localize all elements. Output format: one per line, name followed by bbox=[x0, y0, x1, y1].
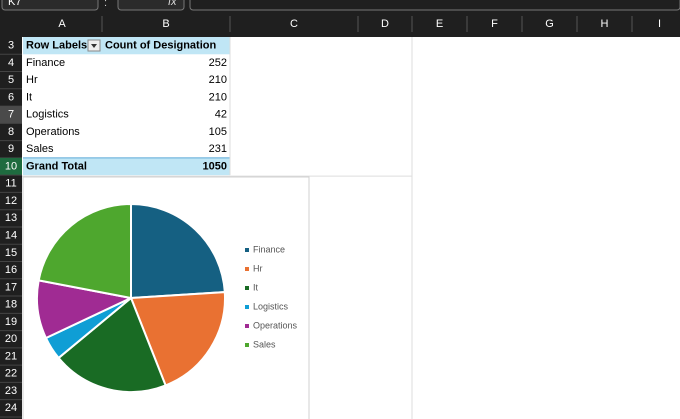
row-label: Hr bbox=[26, 74, 38, 86]
pie-slice bbox=[130, 202, 226, 300]
legend-swatch bbox=[245, 343, 249, 347]
formula-input[interactable] bbox=[189, 0, 680, 11]
row-header[interactable]: 17 bbox=[5, 281, 17, 293]
pie-slice bbox=[129, 291, 226, 387]
row-header[interactable]: 9 bbox=[8, 143, 14, 155]
column-header[interactable]: H bbox=[601, 18, 609, 30]
row-label: Logistics bbox=[26, 109, 69, 121]
row-header[interactable]: 16 bbox=[5, 264, 17, 276]
row-header[interactable]: 8 bbox=[8, 126, 14, 138]
row-header[interactable]: 18 bbox=[5, 299, 17, 311]
row-value: 105 bbox=[209, 126, 227, 138]
legend-label: Sales bbox=[253, 339, 276, 349]
column-header[interactable]: I bbox=[658, 18, 661, 30]
formula-buttons bbox=[117, 0, 185, 11]
row-header[interactable]: 3 bbox=[8, 40, 14, 52]
header-gap bbox=[0, 34, 680, 37]
row-label: It bbox=[26, 91, 32, 103]
row-header[interactable]: 7 bbox=[8, 109, 14, 121]
pivot-header-bg bbox=[23, 37, 230, 55]
row-header[interactable]: 13 bbox=[5, 212, 17, 224]
row-label: Operations bbox=[26, 126, 80, 138]
row-header[interactable]: 11 bbox=[5, 178, 16, 190]
row-value: 231 bbox=[209, 143, 227, 155]
row-header[interactable]: 12 bbox=[5, 195, 17, 207]
column-header[interactable]: B bbox=[162, 18, 169, 30]
legend-swatch bbox=[245, 248, 249, 252]
pivot-header: Count of Designation bbox=[105, 40, 216, 52]
legend-label: It bbox=[253, 282, 259, 292]
row-header[interactable]: 19 bbox=[5, 316, 17, 328]
row-header[interactable]: 14 bbox=[5, 230, 17, 242]
column-header[interactable]: G bbox=[545, 18, 554, 30]
legend-label: Operations bbox=[253, 320, 298, 330]
total-bg bbox=[23, 157, 230, 176]
legend-swatch bbox=[245, 267, 249, 271]
total-value: 1050 bbox=[203, 160, 227, 172]
row-header[interactable]: 15 bbox=[5, 247, 17, 259]
column-header[interactable]: D bbox=[381, 18, 389, 30]
row-header-highlight bbox=[0, 106, 22, 124]
row-header[interactable]: 5 bbox=[8, 74, 14, 86]
row-value: 42 bbox=[215, 109, 227, 121]
column-header[interactable]: F bbox=[491, 18, 498, 30]
column-header[interactable]: C bbox=[290, 18, 298, 30]
column-header[interactable]: E bbox=[436, 18, 443, 30]
column-header[interactable]: A bbox=[58, 18, 66, 30]
legend-swatch bbox=[245, 324, 249, 328]
row-header[interactable]: 22 bbox=[5, 368, 17, 380]
legend-label: Hr bbox=[253, 263, 263, 273]
row-value: 252 bbox=[209, 57, 227, 69]
row-label: Finance bbox=[26, 57, 65, 69]
legend-swatch bbox=[245, 305, 249, 309]
separator: : bbox=[104, 0, 107, 9]
row-label: Sales bbox=[26, 143, 54, 155]
legend-swatch bbox=[245, 286, 249, 290]
legend-label: Finance bbox=[253, 244, 285, 254]
name-box-text: K7 bbox=[8, 0, 21, 8]
row-header[interactable]: 24 bbox=[5, 402, 17, 414]
row-value: 210 bbox=[209, 91, 227, 103]
row-header[interactable]: 6 bbox=[8, 91, 14, 103]
row-header[interactable]: 20 bbox=[5, 333, 17, 345]
row-header[interactable]: 21 bbox=[5, 350, 17, 362]
row-value: 210 bbox=[209, 74, 227, 86]
row-header[interactable]: 23 bbox=[5, 385, 17, 397]
pivot-header: Row Labels bbox=[26, 40, 87, 52]
filter-arrow bbox=[91, 44, 97, 48]
pie-slice bbox=[37, 202, 132, 300]
name-box[interactable] bbox=[1, 0, 99, 11]
total-label: Grand Total bbox=[26, 160, 87, 172]
legend-label: Logistics bbox=[253, 301, 289, 311]
function-label[interactable]: fx bbox=[168, 0, 177, 8]
row-header-highlight bbox=[0, 157, 22, 176]
column-header-bar bbox=[0, 14, 680, 34]
row-header[interactable]: 4 bbox=[8, 57, 14, 69]
row-header[interactable]: 10 bbox=[5, 160, 17, 172]
pie-slice bbox=[57, 296, 167, 393]
